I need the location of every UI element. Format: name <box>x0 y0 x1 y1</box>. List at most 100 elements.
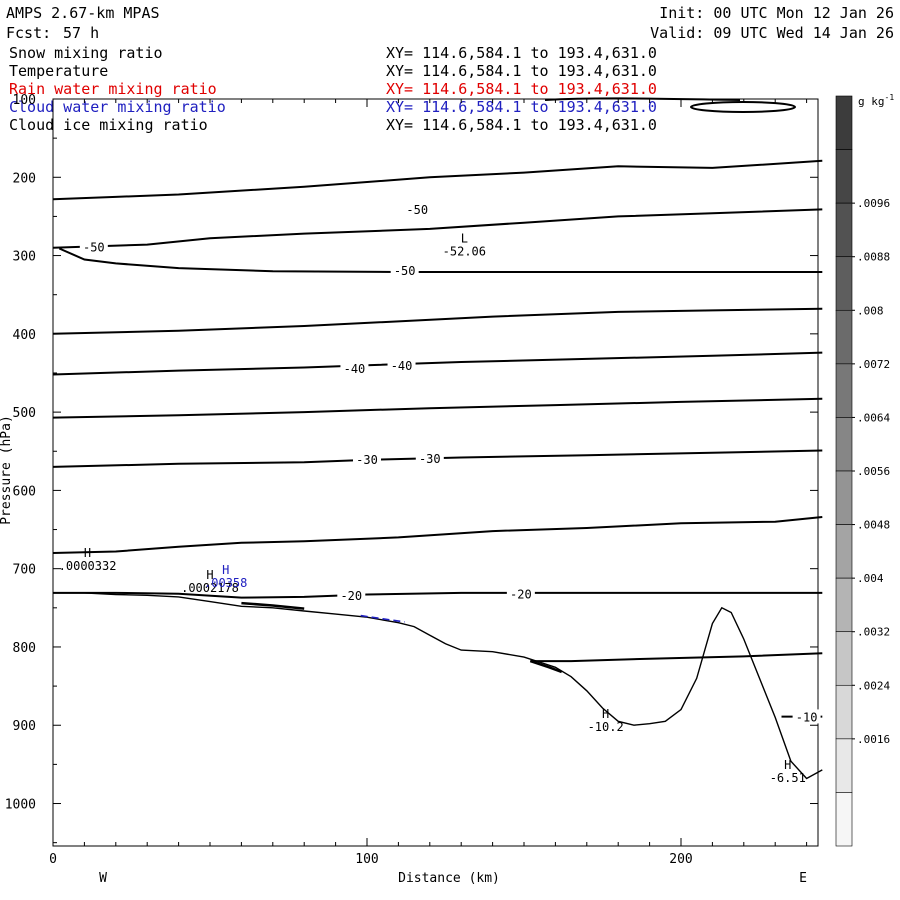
contour-label: -20 <box>510 588 532 602</box>
isotherm-line <box>52 516 823 554</box>
contour-label: -30 <box>356 453 378 467</box>
plot-frame <box>52 98 819 847</box>
west-label: W <box>99 871 107 886</box>
y-tick-label: 300 <box>13 250 36 265</box>
contour-label: -20 <box>340 589 362 603</box>
colorbar-swatch <box>835 309 853 365</box>
isotherm-line <box>52 449 823 468</box>
field-name: Cloud water mixing ratio <box>9 98 226 116</box>
contour-label: -50 <box>406 203 428 217</box>
x-tick-label: 100 <box>355 852 378 867</box>
colorbar-label: .0048 <box>857 519 890 532</box>
colorbar-label: .0064 <box>857 411 890 424</box>
contour-label: -50 <box>394 264 416 278</box>
isotherm-line <box>58 247 823 273</box>
contour-label-bg <box>792 709 821 724</box>
y-tick-label: 900 <box>13 719 36 734</box>
field-list: Snow mixing ratio XY= 114.6,584.1 to 193.… <box>9 44 657 134</box>
snow-feature <box>529 659 563 674</box>
east-label: E <box>799 871 807 886</box>
contour-label-bg <box>340 361 369 376</box>
contour-label: -30 <box>419 452 441 466</box>
field-name: Temperature <box>9 62 108 80</box>
extremum-value: -10.2 <box>588 720 624 734</box>
contour-label-bg <box>390 263 419 278</box>
colorbar-unit-exp: -1 <box>885 93 895 102</box>
init-time: Init: 00 UTC Mon 12 Jan 26 <box>659 4 894 22</box>
contour-label: -40 <box>344 362 366 376</box>
contour-label: -40 <box>391 359 413 373</box>
colorbar-label: .0072 <box>857 358 890 371</box>
field-xy-range: XY= 114.6,584.1 to 193.4,631.0 <box>386 62 657 80</box>
y-axis-label: Pressure (hPa) <box>0 415 14 525</box>
isotherm-line <box>52 307 823 335</box>
colorbar-swatch <box>835 792 853 847</box>
y-tick-label: 800 <box>13 641 36 656</box>
valid-time: Valid: 09 UTC Wed 14 Jan 26 <box>650 24 894 42</box>
top-isoline <box>544 97 741 101</box>
contour-label-bg <box>79 239 108 254</box>
contour-labels: -50 -50 -50 -40 -40 -30 -30 -20 -20 -10 <box>79 202 821 724</box>
x-axis-label: Distance (km) <box>398 871 500 886</box>
x-tick-label: 200 <box>669 852 692 867</box>
isotherm-line <box>530 652 823 663</box>
extremum-marker: H <box>784 758 791 772</box>
extremum-value: .0002178 <box>181 581 239 595</box>
contour-label-bg <box>387 357 416 372</box>
extremum-value: -6.51 <box>770 771 806 785</box>
field-xy-range: XY= 114.6,584.1 to 193.4,631.0 <box>386 44 657 62</box>
model-title: AMPS 2.67-km MPAS <box>6 4 160 22</box>
colorbar-swatch <box>835 524 853 579</box>
extremum-marker: H <box>84 546 91 560</box>
y-tick-label: 400 <box>13 328 36 343</box>
colorbar-unit-base: g kg <box>858 95 885 108</box>
field-xy-range: XY= 114.6,584.1 to 193.4,631.0 <box>386 80 657 98</box>
extremum-value: -52.06 <box>443 244 486 258</box>
extremum-marker: H <box>222 563 229 577</box>
y-tick-label: 700 <box>13 563 36 578</box>
colorbar-label: .0056 <box>857 465 890 478</box>
extremum-marker: H <box>602 707 609 721</box>
colorbar-swatch <box>835 577 853 633</box>
extremum-marker: L <box>461 231 468 245</box>
colorbar-swatch <box>835 363 853 418</box>
colorbar-label: .004 <box>857 572 884 585</box>
contour-label-bg <box>506 586 535 601</box>
colorbar-swatch <box>835 470 853 525</box>
isotherm-line <box>52 351 823 376</box>
top-isoline-loop <box>690 101 796 113</box>
snow-feature <box>241 601 305 610</box>
colorbar-label: .008 <box>857 304 884 317</box>
colorbar-label: .0032 <box>857 626 890 639</box>
y-tick-label: 100 <box>13 93 36 108</box>
y-tick-label: 1000 <box>5 798 36 813</box>
extremum-value: .0000332 <box>59 559 117 573</box>
isotherm-line <box>52 159 823 201</box>
forecast-hour: 57 h <box>63 24 99 42</box>
colorbar-label: .0024 <box>857 679 890 692</box>
axes: 100 200 300 400 500 600 700 800 900 1000 0 100 200 <box>5 93 818 867</box>
contour-label-bg <box>403 202 432 217</box>
colorbar-label: .0096 <box>857 197 890 210</box>
forecast-label: Fcst: <box>6 24 51 42</box>
y-tick-label: 600 <box>13 484 36 499</box>
colorbar-unit: g kg-1 <box>858 93 894 108</box>
terrain-line <box>53 592 823 780</box>
extremum-value: .00358 <box>204 576 247 590</box>
terrain-layer <box>53 592 823 780</box>
y-tick-label: 500 <box>13 406 36 421</box>
field-name: Rain water mixing ratio <box>9 80 217 98</box>
colorbar-swatch <box>835 256 853 311</box>
colorbar-swatch <box>835 738 853 793</box>
contour-label-bg <box>337 588 366 603</box>
contour-label: -10 <box>796 710 818 724</box>
colorbar-swatch <box>835 149 853 204</box>
colorbar-label: .0016 <box>857 733 890 746</box>
isotherm-line <box>52 208 823 249</box>
contour-label-bg <box>415 451 444 466</box>
contour-label-bg <box>353 451 381 466</box>
field-name: Snow mixing ratio <box>9 44 163 62</box>
field-xy-range: XY= 114.6,584.1 to 193.4,631.0 <box>386 116 657 134</box>
colorbar-swatch <box>835 631 853 686</box>
